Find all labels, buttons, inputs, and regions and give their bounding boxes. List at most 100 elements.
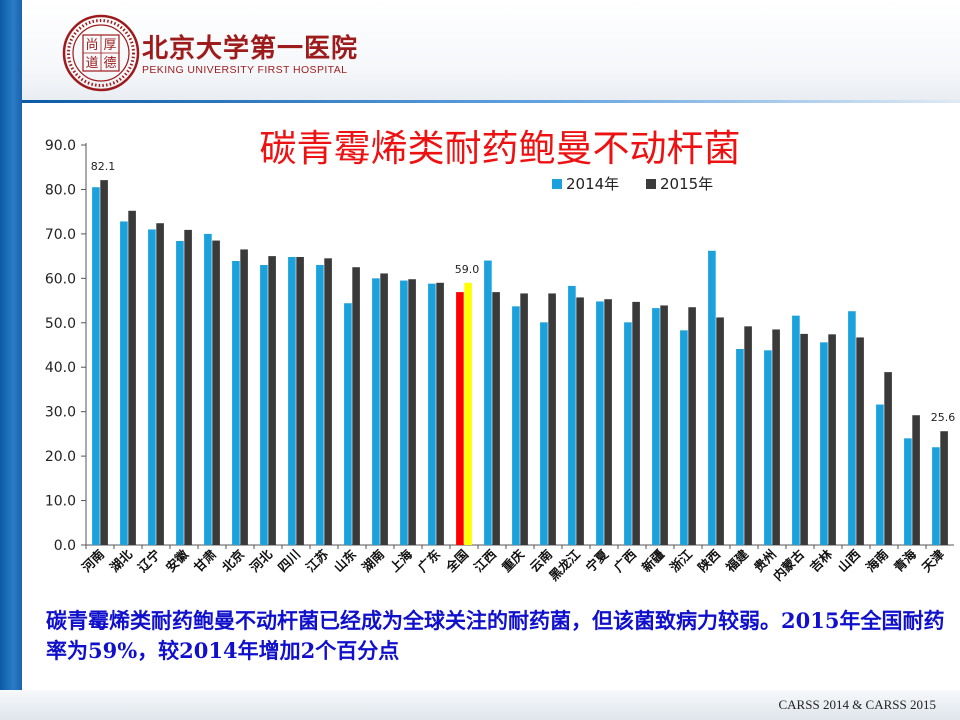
y-tick-label: 0.0 xyxy=(54,538,76,554)
bar-2014-河北 xyxy=(260,265,268,545)
bar-2015-广东 xyxy=(436,282,444,545)
bar-2014-重庆 xyxy=(512,306,520,545)
x-tick-label: 福建 xyxy=(722,546,751,575)
bar-2015-福建 xyxy=(744,326,752,545)
bar-2015-山东 xyxy=(352,267,360,545)
x-tick-label: 湖南 xyxy=(359,546,388,575)
legend-swatch-2015 xyxy=(646,179,656,189)
bar-2015-全国 xyxy=(464,282,472,545)
bar-2015-安徽 xyxy=(184,229,192,545)
svg-text:厚: 厚 xyxy=(103,38,116,53)
x-tick-label: 安徽 xyxy=(163,546,192,575)
bar-2015-四川 xyxy=(296,257,304,545)
bar-2014-黑龙江 xyxy=(568,285,576,545)
x-tick-label: 吉林 xyxy=(807,546,836,575)
x-tick-label: 海南 xyxy=(863,546,892,575)
legend-label: 2015年 xyxy=(660,175,713,193)
x-tick-label: 广西 xyxy=(611,547,639,575)
bar-2015-湖北 xyxy=(128,210,136,545)
bar-2014-安徽 xyxy=(176,241,184,545)
data-label: 82.1 xyxy=(91,160,116,173)
bar-2015-湖南 xyxy=(380,273,388,545)
bar-2014-江西 xyxy=(484,260,492,545)
svg-text:尚: 尚 xyxy=(85,38,98,53)
x-tick-label: 新疆 xyxy=(639,546,668,575)
x-tick-label: 全国 xyxy=(442,547,471,576)
bar-2014-山西 xyxy=(848,311,856,545)
bar-2014-福建 xyxy=(736,349,744,545)
svg-text:道: 道 xyxy=(85,56,98,71)
bar-2015-宁夏 xyxy=(604,299,612,545)
bar-2015-天津 xyxy=(940,431,948,545)
bar-2014-海南 xyxy=(876,404,884,545)
bar-2014-广东 xyxy=(428,283,436,545)
bar-2015-江西 xyxy=(492,292,500,545)
bar-2014-天津 xyxy=(932,447,940,545)
x-tick-label: 宁夏 xyxy=(583,546,612,575)
bar-2014-上海 xyxy=(400,280,408,545)
bar-2015-吉林 xyxy=(828,334,836,545)
bar-2014-广西 xyxy=(624,322,632,545)
bar-2015-甘肃 xyxy=(212,240,220,546)
y-tick-label: 60.0 xyxy=(45,271,76,287)
x-tick-label: 天津 xyxy=(919,546,948,575)
data-label: 59.0 xyxy=(455,263,480,276)
header-band xyxy=(0,0,960,100)
bar-2015-河北 xyxy=(268,256,276,545)
y-tick-label: 50.0 xyxy=(45,316,76,332)
bar-2015-山西 xyxy=(856,337,864,545)
bar-2015-贵州 xyxy=(772,329,780,545)
legend-swatch-2014 xyxy=(552,179,562,189)
x-tick-label: 甘肃 xyxy=(191,546,220,575)
x-tick-label: 黑龙江 xyxy=(546,546,583,583)
y-tick-label: 40.0 xyxy=(45,360,76,376)
bar-2015-内蒙古 xyxy=(800,333,808,545)
data-label: 25.6 xyxy=(931,411,956,424)
bar-2014-河南 xyxy=(92,187,100,545)
hospital-name-en: PEKING UNIVERSITY FIRST HOSPITAL xyxy=(142,64,348,76)
legend-label: 2014年 xyxy=(566,175,619,193)
bar-2015-黑龙江 xyxy=(576,297,584,545)
footer-band xyxy=(0,690,960,720)
bar-2015-青海 xyxy=(912,415,920,545)
x-tick-label: 内蒙古 xyxy=(770,546,807,583)
bar-2014-吉林 xyxy=(820,342,828,545)
x-tick-label: 陕西 xyxy=(695,547,723,575)
bar-2014-浙江 xyxy=(680,330,688,545)
bar-2015-北京 xyxy=(240,249,248,545)
bar-2015-辽宁 xyxy=(156,223,164,545)
x-tick-label: 江西 xyxy=(471,547,499,575)
hospital-seal-logo: 尚 厚 道 德 xyxy=(62,14,140,92)
bar-2015-重庆 xyxy=(520,293,528,545)
y-tick-label: 70.0 xyxy=(45,227,76,243)
source-footer: CARSS 2014 & CARSS 2015 xyxy=(778,697,937,712)
chart-title: 碳青霉烯类耐药鲍曼不动杆菌 xyxy=(259,127,741,170)
x-tick-label: 青海 xyxy=(891,546,920,575)
bar-2014-山东 xyxy=(344,303,352,545)
x-tick-label: 江苏 xyxy=(303,546,332,575)
bar-2014-内蒙古 xyxy=(792,315,800,545)
y-tick-label: 20.0 xyxy=(45,449,76,465)
bar-2014-辽宁 xyxy=(148,229,156,545)
hospital-name-cn: 北京大学第一医院 xyxy=(142,34,359,64)
bar-2014-江苏 xyxy=(316,265,324,545)
summary-caption: 碳青霉烯类耐药鲍曼不动杆菌已经成为全球关注的耐药菌，但该菌致病力较弱。2015年… xyxy=(46,608,945,663)
x-tick-label: 广东 xyxy=(415,546,444,575)
x-tick-label: 上海 xyxy=(387,546,416,575)
x-tick-label: 湖北 xyxy=(107,546,136,575)
bar-2014-湖北 xyxy=(120,221,128,545)
bar-2014-新疆 xyxy=(652,308,660,545)
x-tick-label: 北京 xyxy=(219,546,248,575)
bar-2014-青海 xyxy=(904,438,912,545)
left-accent-band xyxy=(0,0,22,720)
y-tick-label: 30.0 xyxy=(45,405,76,421)
x-tick-label: 河北 xyxy=(247,546,276,575)
bar-2014-贵州 xyxy=(764,350,772,545)
bar-2014-陕西 xyxy=(708,250,716,545)
bar-2015-广西 xyxy=(632,301,640,545)
bar-2015-新疆 xyxy=(660,305,668,545)
x-tick-label: 河南 xyxy=(79,546,108,575)
x-tick-label: 四川 xyxy=(275,547,303,575)
x-tick-label: 辽宁 xyxy=(135,547,163,575)
